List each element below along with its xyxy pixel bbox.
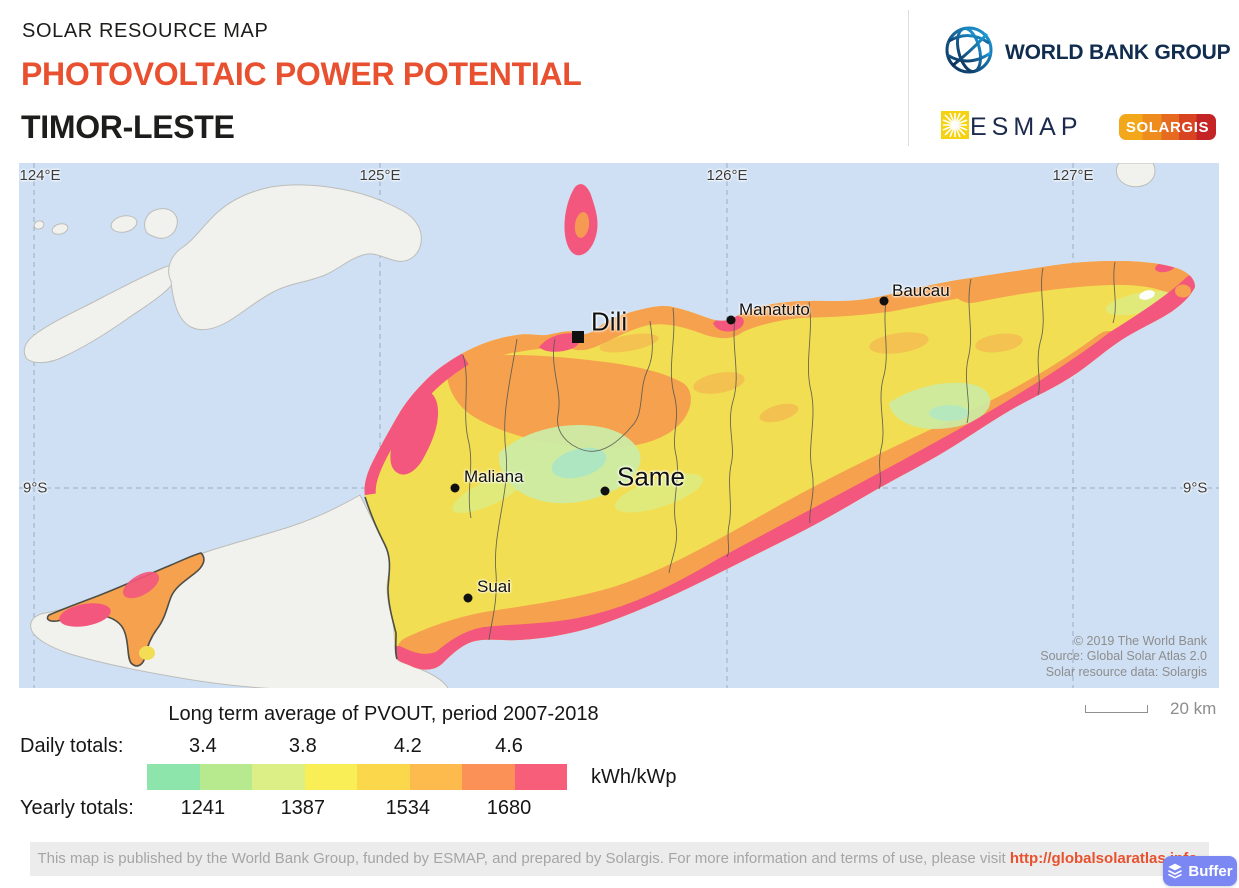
lon-label: 126°E [706,167,748,184]
solar-resource-map: 124°E 125°E 126°E 127°E 9°S 9°S Dili Manatuto Ba… [19,163,1219,688]
footer-bar: This map is published by the World Bank … [30,842,1209,876]
esmap-logo: ESMAP [941,111,1083,144]
lat-label: 9°S [23,479,48,497]
legend-yearly-values: 1241 1387 1534 1680 [147,797,567,821]
city-label-manatuto: Manatuto [739,300,810,319]
page-region-title: TIMOR-LESTE [21,109,235,145]
attribution-line: Solar resource data: Solargis [1045,664,1207,679]
city-marker-dili [572,331,584,343]
attribution-line: Source: Global Solar Atlas 2.0 [1040,649,1207,663]
lat-label: 9°S [1183,479,1208,497]
city-label-suai: Suai [477,577,512,596]
city-marker-baucau [879,296,889,306]
lon-label: 124°E [19,167,61,184]
page-kicker: SOLAR RESOURCE MAP [22,20,269,42]
city-label-baucau: Baucau [892,281,950,300]
oecusse-exclave [46,552,205,667]
city-label-maliana: Maliana [464,467,524,486]
legend-daily-values: 3.4 3.8 4.2 4.6 [147,735,567,759]
legend-unit: kWh/kWp [591,766,677,788]
buffer-button[interactable]: Buffer [1163,856,1237,886]
map-attribution: © 2019 The World Bank Source: Global Sola… [1040,634,1207,681]
map-canvas [19,163,1219,688]
city-marker-manatuto [726,315,736,325]
legend-color-step [357,764,410,790]
legend-tick-value: 3.8 [288,735,317,757]
legend-color-step [147,764,200,790]
page-title: PHOTOVOLTAIC POWER POTENTIAL [21,56,582,92]
atauro-island [564,184,598,256]
legend-color-step [409,764,462,790]
city-marker-suai [463,593,473,603]
solargis-wordmark: SOLARGIS [1125,118,1210,136]
esmap-sun-icon [941,111,969,144]
legend-tick-value: 4.6 [495,735,523,757]
legend-color-scale [147,764,567,790]
world-bank-globe-icon [942,22,996,83]
legend-color-step [252,764,305,790]
footer-text: This map is published by the World Bank … [37,850,1010,867]
lon-label: 127°E [1052,167,1094,184]
city-label-same: Same [617,461,685,492]
legend-tick-value: 4.2 [393,735,422,757]
map-scale-label: 20 km [1170,699,1217,718]
legend-title: Long term average of PVOUT, period 2007-… [168,703,599,725]
map-scale-bar [1085,705,1148,713]
attribution-line: © 2019 The World Bank [1073,633,1207,648]
legend-color-step [304,764,357,790]
legend-color-step [199,764,252,790]
jaco-island [1175,284,1191,298]
lake-ira-lalaro [1139,290,1155,300]
buffer-layers-icon [1168,863,1183,879]
esmap-wordmark: ESMAP [970,113,1083,141]
city-marker-maliana [450,483,460,493]
legend-color-step [514,764,567,790]
legend-daily-label: Daily totals: [20,735,124,757]
legend-tick-value: 3.4 [188,735,217,757]
header-divider [908,10,909,146]
legend-tick-value: 1241 [180,797,226,819]
lon-label: 125°E [359,167,401,184]
world-bank-wordmark: WORLD BANK GROUP [1005,40,1231,64]
legend-yearly-label: Yearly totals: [20,797,134,819]
city-marker-same [600,486,610,496]
buffer-button-label: Buffer [1188,862,1233,880]
world-bank-logo: WORLD BANK GROUP [942,22,1231,83]
legend-tick-value: 1534 [385,797,431,819]
solargis-logo: SOLARGIS [1119,114,1216,140]
legend-tick-value: 1387 [280,797,326,819]
legend-tick-value: 1680 [486,797,532,819]
map-label-overlay: 124°E 125°E 126°E 127°E 9°S 9°S Dili Manatuto Ba… [19,163,1219,688]
legend-color-step [462,764,515,790]
city-label-dili: Dili [591,306,628,337]
district-borders [462,261,1116,641]
international-border [364,496,398,660]
